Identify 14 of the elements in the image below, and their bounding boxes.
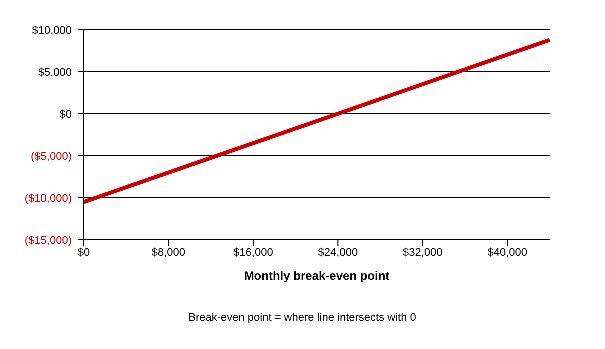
y-tick-label: ($5,000) [31, 151, 72, 163]
y-tick-label: ($15,000) [24, 235, 72, 247]
x-tick-label: $24,000 [318, 246, 358, 259]
y-tick-label: $10,000 [32, 25, 72, 37]
y-tick-label: ($10,000) [24, 193, 72, 205]
x-tick-label: $40,000 [488, 246, 528, 259]
x-tick-label: $32,000 [403, 246, 443, 259]
y-tick-label: $0 [60, 109, 72, 121]
x-tick-label: $16,000 [234, 246, 274, 259]
x-tick-label: $8,000 [152, 246, 186, 259]
text: Break-even point = where line intersects with 0 [188, 312, 418, 324]
x-axis-title: Monthly break-even point [244, 269, 390, 283]
y-tick-label: $5,000 [38, 67, 72, 79]
x-tick-label: $0 [78, 246, 90, 259]
